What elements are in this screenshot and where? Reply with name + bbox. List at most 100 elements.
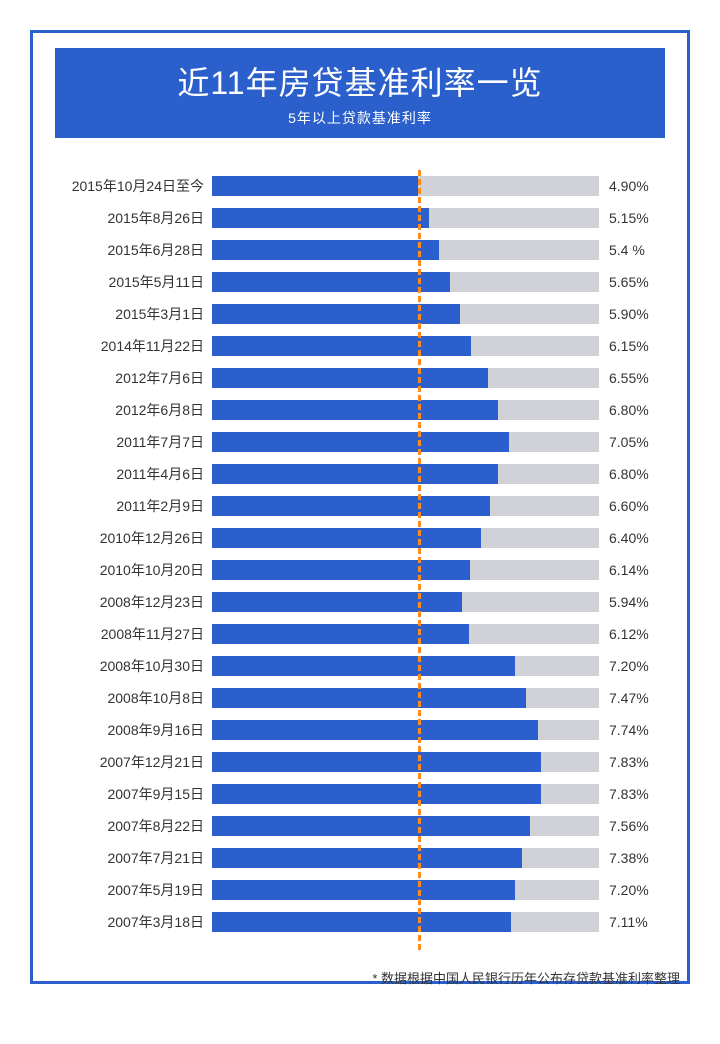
bar-row: 2008年10月30日 7.20% — [45, 650, 675, 682]
bar-value: 6.55% — [605, 370, 675, 386]
chart-header: 近11年房贷基准利率一览 5年以上贷款基准利率 — [55, 48, 665, 138]
bar-row: 2014年11月22日 6.15% — [45, 330, 675, 362]
bar-fill — [212, 784, 541, 804]
bar-label: 2008年10月8日 — [45, 688, 210, 708]
bar-label: 2007年3月18日 — [45, 912, 210, 932]
bar-fill — [212, 560, 470, 580]
bar-label: 2015年3月1日 — [45, 304, 210, 324]
bar-row: 2007年12月21日7.83% — [45, 746, 675, 778]
bar-label: 2011年7月7日 — [45, 432, 210, 452]
bar-track — [212, 336, 599, 356]
bar-fill — [212, 816, 530, 836]
chart-subtitle: 5年以上贷款基准利率 — [288, 108, 432, 128]
bar-row: 2015年5月11日 5.65% — [45, 266, 675, 298]
bar-value: 6.80% — [605, 466, 675, 482]
bar-fill — [212, 528, 481, 548]
bar-fill — [212, 624, 469, 644]
bar-value: 7.20% — [605, 658, 675, 674]
bar-track — [212, 208, 599, 228]
bar-row: 2011年4月6日 6.80% — [45, 458, 675, 490]
bar-row: 2007年7月21日7.38% — [45, 842, 675, 874]
bar-value: 7.47% — [605, 690, 675, 706]
bar-track — [212, 496, 599, 516]
bar-fill — [212, 688, 526, 708]
bar-row: 2011年7月7日7.05% — [45, 426, 675, 458]
bar-fill — [212, 592, 462, 612]
bar-track — [212, 368, 599, 388]
bar-row: 2008年10月8日 7.47% — [45, 682, 675, 714]
bar-track — [212, 752, 599, 772]
bar-track — [212, 272, 599, 292]
bar-fill — [212, 400, 498, 420]
bar-label: 2007年5月19日 — [45, 880, 210, 900]
bar-row: 2015年10月24日至今4.90% — [45, 170, 675, 202]
bar-fill — [212, 208, 429, 228]
bar-label: 2010年10月20日 — [45, 560, 210, 580]
bar-track — [212, 240, 599, 260]
bar-label: 2008年12月23日 — [45, 592, 210, 612]
bar-row: 2010年12月26日6.40% — [45, 522, 675, 554]
bar-value: 5.94% — [605, 594, 675, 610]
bar-label: 2014年11月22日 — [45, 336, 210, 356]
bar-label: 2011年2月9日 — [45, 496, 210, 516]
bar-value: 5.90% — [605, 306, 675, 322]
chart-footnote: * 数据根据中国人民银行历年公布存贷款基准利率整理 — [372, 968, 680, 987]
bar-track — [212, 720, 599, 740]
bar-label: 2008年10月30日 — [45, 656, 210, 676]
bar-label: 2015年6月28日 — [45, 240, 210, 260]
bar-value: 7.38% — [605, 850, 675, 866]
bar-track — [212, 912, 599, 932]
bar-label: 2007年9月15日 — [45, 784, 210, 804]
bar-track — [212, 464, 599, 484]
bar-fill — [212, 432, 509, 452]
bar-row: 2015年3月1日 5.90% — [45, 298, 675, 330]
bar-track — [212, 176, 599, 196]
bar-fill — [212, 368, 488, 388]
bar-track — [212, 528, 599, 548]
bar-track — [212, 624, 599, 644]
bar-value: 5.4 % — [605, 242, 675, 258]
bar-row: 2007年8月22日7.56% — [45, 810, 675, 842]
bar-value: 6.12% — [605, 626, 675, 642]
bar-row: 2008年9月16日 7.74% — [45, 714, 675, 746]
bar-value: 7.20% — [605, 882, 675, 898]
bar-row: 2008年12月23日 5.94% — [45, 586, 675, 618]
bar-label: 2015年8月26日 — [45, 208, 210, 228]
bar-value: 5.15% — [605, 210, 675, 226]
bar-row: 2007年5月19日 7.20% — [45, 874, 675, 906]
bar-track — [212, 304, 599, 324]
bar-fill — [212, 656, 515, 676]
reference-line — [418, 170, 421, 950]
bar-fill — [212, 720, 538, 740]
bar-track — [212, 400, 599, 420]
bar-label: 2008年11月27日 — [45, 624, 210, 644]
bar-row: 2010年10月20日6.14% — [45, 554, 675, 586]
bar-row: 2008年11月27日 6.12% — [45, 618, 675, 650]
bar-label: 2015年5月11日 — [45, 272, 210, 292]
bar-fill — [212, 912, 511, 932]
bar-value: 7.74% — [605, 722, 675, 738]
bar-fill — [212, 272, 450, 292]
bar-value: 5.65% — [605, 274, 675, 290]
bar-row: 2015年6月28日 5.4 % — [45, 234, 675, 266]
chart-area: 2015年10月24日至今4.90% 2015年8月26日 5.15% 2015年6月… — [45, 170, 675, 938]
bar-value: 6.40% — [605, 530, 675, 546]
bar-fill — [212, 880, 515, 900]
bar-label: 2008年9月16日 — [45, 720, 210, 740]
bar-fill — [212, 752, 541, 772]
bar-row: 2012年6月8日6.80% — [45, 394, 675, 426]
bar-fill — [212, 464, 498, 484]
bar-fill — [212, 336, 471, 356]
bar-fill — [212, 176, 418, 196]
bar-fill — [212, 304, 460, 324]
chart-title: 近11年房贷基准利率一览 — [177, 58, 542, 104]
bar-value: 7.56% — [605, 818, 675, 834]
bar-label: 2012年7月6日 — [45, 368, 210, 388]
bar-track — [212, 688, 599, 708]
bar-track — [212, 848, 599, 868]
bar-value: 6.15% — [605, 338, 675, 354]
bar-label: 2011年4月6日 — [45, 464, 210, 484]
bar-value: 7.83% — [605, 754, 675, 770]
bar-track — [212, 432, 599, 452]
bar-value: 4.90% — [605, 178, 675, 194]
